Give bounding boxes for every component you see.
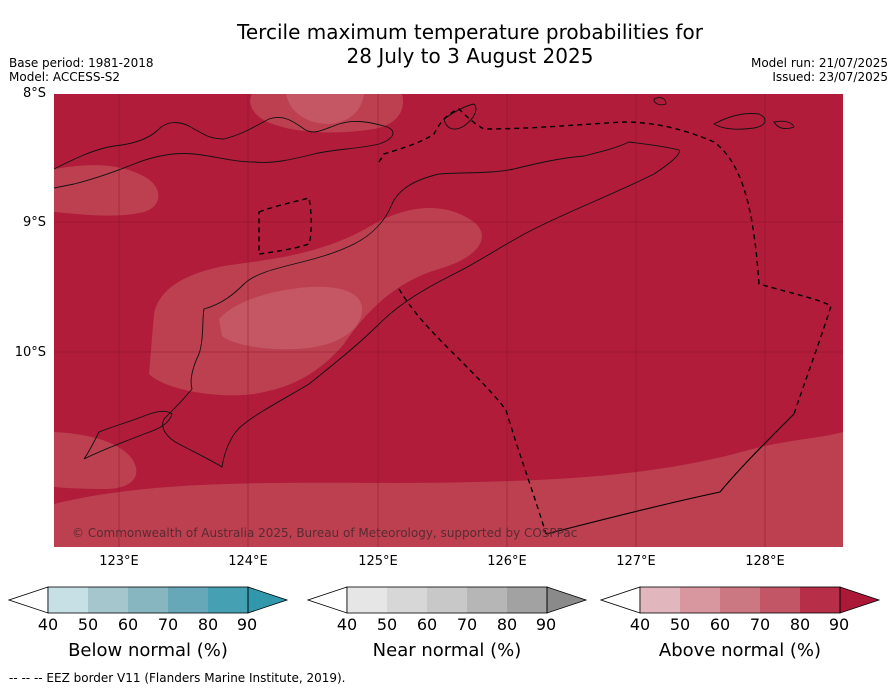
contour-band-north-inner — [286, 94, 364, 124]
colorbar-below-normal — [8, 586, 289, 614]
eez-footnote: -- -- -- EEZ border V11 (Flanders Marine… — [9, 671, 346, 685]
colorbar-near-label: Near normal (%) — [372, 640, 522, 661]
lat-label-8s: 8°S — [22, 86, 46, 101]
tick-label: 40 — [37, 615, 59, 634]
model-name: Model: ACCESS-S2 — [9, 70, 121, 84]
colorbar-segment — [760, 587, 800, 613]
lon-label-126e: 126°E — [487, 554, 527, 569]
eez-border-west — [258, 197, 312, 255]
maritime-boundary — [545, 413, 795, 535]
wetar-coastline — [713, 113, 766, 130]
tick-label: 40 — [336, 615, 358, 634]
model-info: Base period: 1981-2018 Model: ACCESS-S2 — [9, 56, 154, 84]
colorbar-segment — [467, 587, 507, 613]
tick-label: 80 — [789, 615, 811, 634]
title-line-2: 28 July to 3 August 2025 — [346, 44, 594, 68]
tick-label: 90 — [828, 615, 850, 634]
copyright-text: © Commonwealth of Australia 2025, Bureau… — [72, 526, 578, 540]
colorbar-above-normal — [600, 586, 881, 614]
tick-label: 70 — [749, 615, 771, 634]
colorbar-frame — [346, 586, 548, 614]
colorbar-above-label: Above normal (%) — [658, 640, 822, 661]
tick-label: 60 — [709, 615, 731, 634]
eez-border-south — [398, 288, 547, 535]
lon-label-125e: 125°E — [358, 554, 398, 569]
contour-band-north-west — [54, 165, 159, 216]
colorbar-segment — [720, 587, 760, 613]
colorbar-near-normal — [307, 586, 588, 614]
eez-borders — [258, 108, 832, 535]
lat-label-10s: 10°S — [14, 345, 46, 360]
tick-label: 50 — [376, 615, 398, 634]
colorbar-segment — [507, 587, 547, 613]
atauro-coastline — [653, 97, 667, 106]
model-run: Model run: 21/07/2025 — [750, 56, 888, 70]
colorbar-segment — [88, 587, 128, 613]
colorbar-extend-low — [307, 586, 348, 614]
tick-label: 60 — [416, 615, 438, 634]
colorbar-extend-low — [600, 586, 641, 614]
tick-label: 90 — [535, 615, 557, 634]
coastlines — [54, 97, 795, 468]
colorbar-extend-high — [247, 586, 289, 614]
leti-coastline — [773, 120, 795, 130]
tick-label: 50 — [669, 615, 691, 634]
lon-label-124e: 124°E — [228, 554, 268, 569]
colorbar-segment — [208, 587, 248, 613]
colorbar-segment — [680, 587, 720, 613]
colorbar-segment — [800, 587, 840, 613]
maritime-boundary-line — [545, 413, 795, 535]
colorbar-below-segments — [8, 586, 289, 614]
base-period: Base period: 1981-2018 — [9, 56, 154, 70]
colorbar-above-segments — [600, 586, 881, 614]
probability-map — [54, 94, 843, 547]
tick-label: 60 — [117, 615, 139, 634]
colorbar-segment — [387, 587, 427, 613]
tick-label: 80 — [197, 615, 219, 634]
colorbar-segment — [640, 587, 680, 613]
lat-label-9s: 9°S — [22, 215, 46, 230]
tick-label: 70 — [456, 615, 478, 634]
contour-band-south-east — [694, 482, 843, 547]
colorbar-segment — [168, 587, 208, 613]
colorbar-segment — [128, 587, 168, 613]
issued-date: Issued: 23/07/2025 — [772, 70, 888, 84]
colorbar-extend-high — [839, 586, 881, 614]
tick-label: 70 — [157, 615, 179, 634]
colorbar-near-segments — [307, 586, 588, 614]
flores-coastline — [54, 117, 394, 189]
lon-label-128e: 128°E — [745, 554, 785, 569]
tick-label: 40 — [629, 615, 651, 634]
run-info: Model run: 21/07/2025 Issued: 23/07/2025 — [751, 56, 888, 84]
contour-band-south — [54, 432, 843, 547]
lon-label-127e: 127°E — [616, 554, 656, 569]
colorbar-below-label: Below normal (%) — [68, 640, 228, 661]
colorbar-frame — [47, 586, 249, 614]
graticule — [54, 94, 843, 547]
tick-label: 50 — [77, 615, 99, 634]
eez-border-north — [378, 108, 832, 415]
colorbar-frame — [639, 586, 841, 614]
colorbar-segment — [427, 587, 467, 613]
map-title: Tercile maximum temperature probabilitie… — [0, 20, 896, 68]
title-line-1: Tercile maximum temperature probabilitie… — [237, 20, 703, 44]
contour-band-west — [54, 432, 137, 489]
probability-contours — [54, 94, 843, 547]
colorbar-extend-high — [546, 586, 588, 614]
colorbar-segment — [347, 587, 387, 613]
tick-label: 80 — [496, 615, 518, 634]
contour-band-central-inner — [219, 286, 363, 350]
lon-label-123e: 123°E — [99, 554, 139, 569]
sumba-coastline — [83, 410, 173, 460]
timor-coastline — [162, 141, 680, 468]
colorbar-extend-low — [8, 586, 49, 614]
colorbar-segment — [48, 587, 88, 613]
tick-label: 90 — [236, 615, 258, 634]
